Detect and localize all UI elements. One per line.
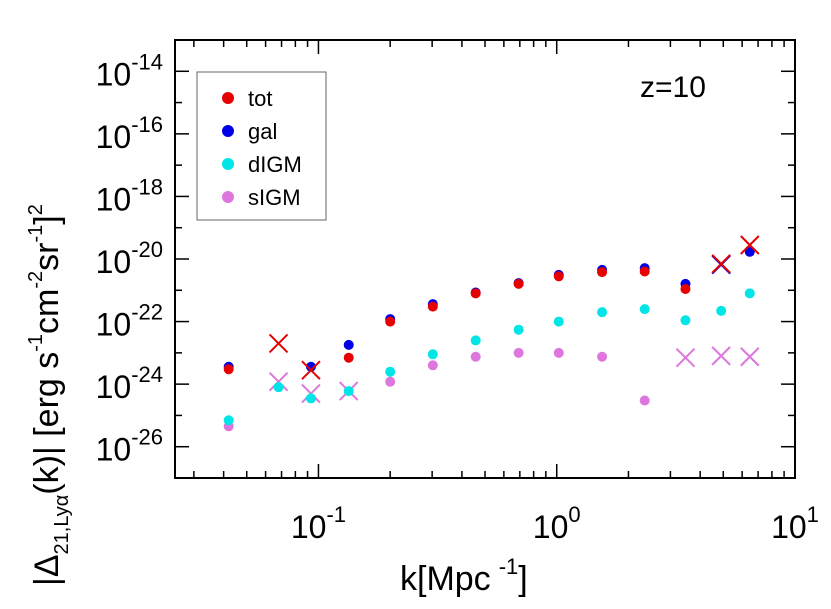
legend-marker xyxy=(222,125,234,137)
cross-stroke xyxy=(268,333,289,354)
series-sIGM xyxy=(223,346,760,432)
plot-frame xyxy=(174,39,796,479)
data-point xyxy=(343,352,354,363)
y-tick-label: 10-26 xyxy=(96,425,163,468)
legend-label: gal xyxy=(248,119,277,144)
data-point xyxy=(223,415,234,426)
data-point xyxy=(553,271,564,282)
data-point xyxy=(680,315,691,326)
data-point xyxy=(553,316,564,327)
x-tick-label: 10-1 xyxy=(291,502,346,545)
y-axis-label: |Δ21,Lyα(k)| [erg s-1cm-2sr-1]2 xyxy=(25,204,73,586)
data-point xyxy=(744,288,755,299)
y-tick-label: 10-22 xyxy=(96,300,163,343)
legend-label: dIGM xyxy=(248,152,302,177)
data-point xyxy=(513,347,524,358)
y-tick-label: 10-18 xyxy=(96,174,163,217)
x-tick-label: 100 xyxy=(533,502,581,545)
data-point xyxy=(597,351,608,362)
x-tick-labels: 10-1 100 101 xyxy=(291,502,819,545)
data-point xyxy=(305,393,316,404)
legend-marker xyxy=(222,158,234,170)
data-point xyxy=(597,267,608,278)
legend-label: sIGM xyxy=(248,185,301,210)
legend-label: tot xyxy=(248,86,272,111)
series-dIGM xyxy=(223,288,755,426)
data-point-cross xyxy=(740,347,760,367)
x-axis-label: k[Mpc -1] xyxy=(400,554,528,598)
legend: tot gal dIGM sIGM xyxy=(196,71,327,221)
data-point-cross xyxy=(711,254,731,274)
data-point-cross xyxy=(268,371,289,392)
data-point xyxy=(223,364,234,375)
data-point xyxy=(513,278,524,289)
y-tick-labels: 10-14 10-16 10-18 10-20 10-22 10-24 10-26 xyxy=(96,49,163,467)
data-point xyxy=(716,305,727,316)
cross-stroke xyxy=(740,235,760,255)
legend-box xyxy=(196,71,327,221)
series-tot xyxy=(223,235,760,380)
cross-stroke xyxy=(711,254,731,274)
data-point xyxy=(385,316,396,327)
data-point xyxy=(470,351,481,362)
data-point xyxy=(744,246,755,257)
data-point xyxy=(553,347,564,358)
y-tick-label: 10-20 xyxy=(96,237,163,280)
data-point xyxy=(273,382,284,393)
data-point-cross xyxy=(675,347,696,368)
plot-area xyxy=(223,235,760,432)
y-tick-label: 10-24 xyxy=(96,362,163,405)
data-point xyxy=(427,349,438,360)
legend-marker xyxy=(222,191,234,203)
data-point-cross xyxy=(740,235,760,255)
data-point xyxy=(597,307,608,318)
data-point-cross xyxy=(301,360,321,380)
data-point xyxy=(427,301,438,312)
cross-stroke xyxy=(675,347,696,368)
y-tick-label: 10-14 xyxy=(96,49,163,92)
z-annotation: z=10 xyxy=(640,71,706,104)
series-gal xyxy=(223,246,755,372)
cross-stroke xyxy=(301,360,321,380)
data-point xyxy=(639,304,650,315)
data-point xyxy=(427,360,438,371)
cross-stroke xyxy=(268,371,289,392)
data-point-cross xyxy=(268,333,289,354)
cross-stroke xyxy=(740,347,760,367)
data-point xyxy=(385,366,396,377)
data-point xyxy=(343,339,354,350)
legend-marker xyxy=(222,92,234,104)
cross-stroke xyxy=(711,346,731,366)
data-point xyxy=(639,266,650,277)
y-tick-label: 10-16 xyxy=(96,112,163,155)
data-point xyxy=(639,395,650,406)
data-point xyxy=(680,283,691,294)
data-point xyxy=(385,376,396,387)
data-point xyxy=(305,361,316,372)
data-point xyxy=(470,335,481,346)
data-point xyxy=(513,324,524,335)
data-point xyxy=(343,386,354,397)
data-point xyxy=(470,288,481,299)
x-tick-label: 101 xyxy=(771,502,819,545)
data-point-cross xyxy=(711,346,731,366)
